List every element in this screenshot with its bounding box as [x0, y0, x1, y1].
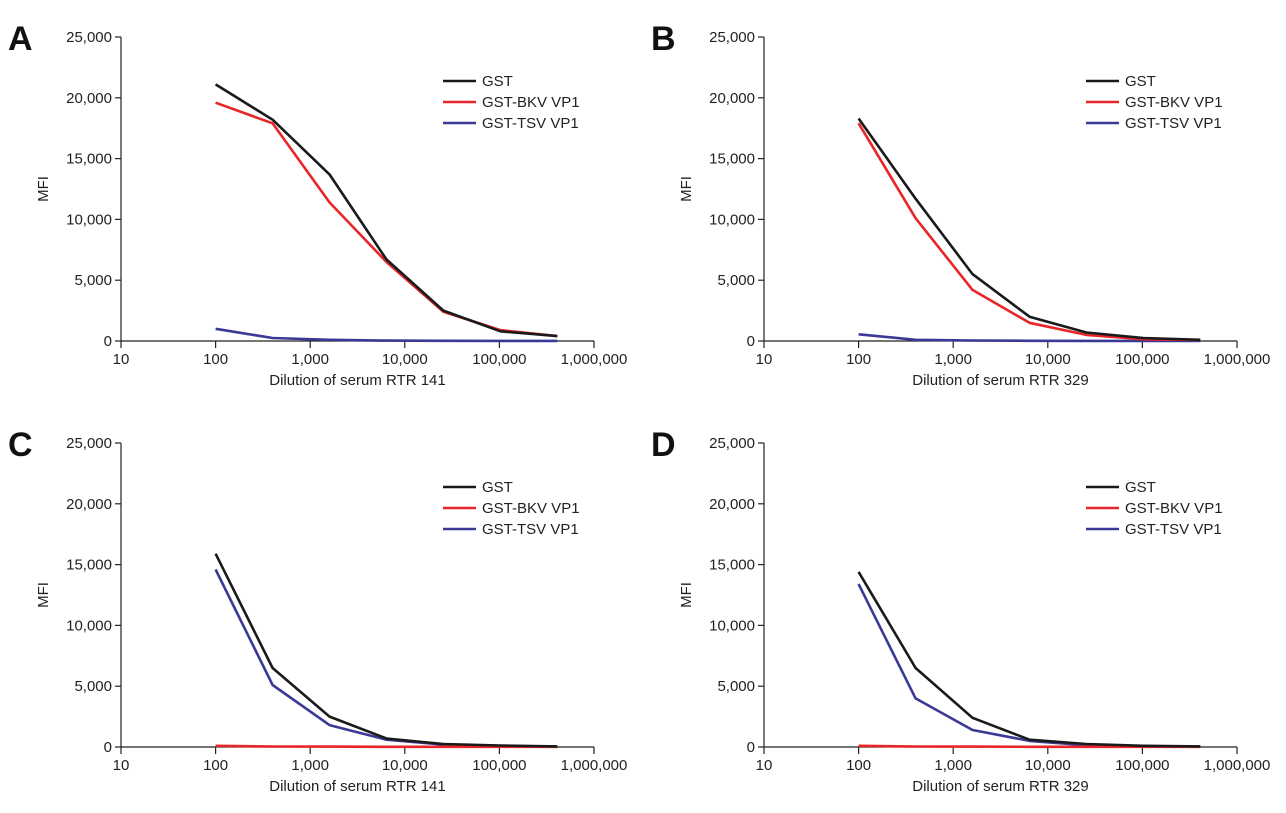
x-axis-title: Dilution of serum RTR 329: [912, 778, 1088, 795]
y-tick-label: 0: [104, 739, 112, 756]
legend-label: GST-TSV VP1: [1125, 115, 1222, 132]
y-tick-label: 20,000: [709, 90, 755, 107]
series-line: [215, 101, 558, 338]
y-axis-title: MFI: [678, 176, 695, 202]
y-tick-label: 10,000: [66, 211, 112, 228]
x-axis-title: Dilution of serum RTR 329: [912, 372, 1088, 389]
y-tick-label: 15,000: [66, 557, 112, 574]
chart-panel-d: D 0 5,000 10,000 15,000 20,000 25,000 10 100 1,00…: [643, 406, 1286, 812]
legend-label: GST-TSV VP1: [482, 115, 579, 132]
x-tick-label: 10,000: [382, 351, 428, 368]
series-line: [214, 83, 558, 338]
y-tick-label: 5,000: [717, 272, 755, 289]
x-tick-label: 100: [846, 351, 871, 368]
y-axis-title: MFI: [35, 582, 52, 608]
legend-label: GST: [1125, 479, 1156, 496]
series-line: [857, 583, 1201, 748]
x-tick-label: 10,000: [1025, 351, 1071, 368]
chart-svg: D 0 5,000 10,000 15,000 20,000 25,000 10 100 1,00…: [651, 426, 1271, 795]
x-tick-label: 1,000,000: [1204, 351, 1271, 368]
x-tick-label: 1,000,000: [561, 351, 628, 368]
x-tick-label: 100,000: [472, 757, 526, 774]
x-tick-label: 100: [203, 757, 228, 774]
panel-letter: C: [8, 426, 33, 464]
x-tick-label: 100: [203, 351, 228, 368]
y-axis-title: MFI: [35, 176, 52, 202]
x-tick-label: 1,000: [934, 757, 972, 774]
series-line: [857, 571, 1201, 748]
x-tick-label: 1,000,000: [561, 757, 628, 774]
y-tick-label: 0: [104, 333, 112, 350]
y-tick-label: 20,000: [66, 90, 112, 107]
x-tick-label: 100: [846, 757, 871, 774]
series-line: [214, 553, 558, 748]
x-tick-label: 100,000: [1115, 757, 1169, 774]
panel-letter: D: [651, 426, 676, 464]
chart-svg: A 0 5,000 10,000 15,000 20,000 25,000 10 100 1,00…: [8, 20, 628, 389]
y-tick-label: 25,000: [66, 435, 112, 452]
y-tick-label: 15,000: [709, 557, 755, 574]
legend-label: GST: [482, 479, 513, 496]
y-tick-label: 20,000: [66, 496, 112, 513]
x-tick-label: 100,000: [1115, 351, 1169, 368]
x-tick-label: 1,000: [934, 351, 972, 368]
x-tick-label: 100,000: [472, 351, 526, 368]
legend-label: GST-TSV VP1: [482, 521, 579, 538]
x-axis-title: Dilution of serum RTR 141: [269, 372, 445, 389]
chart-svg: C 0 5,000 10,000 15,000 20,000 25,000 10 100 1,00…: [8, 426, 628, 795]
chart-panel-a: A 0 5,000 10,000 15,000 20,000 25,000 10 100 1,00…: [0, 0, 643, 406]
panel-letter: B: [651, 20, 676, 58]
y-tick-label: 5,000: [74, 678, 112, 695]
series-line: [215, 327, 558, 343]
y-tick-label: 0: [747, 333, 755, 350]
legend-label: GST-BKV VP1: [1125, 500, 1223, 517]
x-tick-label: 1,000: [291, 351, 329, 368]
x-axis-title: Dilution of serum RTR 141: [269, 778, 445, 795]
series-line: [857, 122, 1201, 342]
panel-letter: A: [8, 20, 33, 58]
x-tick-label: 10: [113, 351, 130, 368]
y-tick-label: 0: [747, 739, 755, 756]
y-axis-title: MFI: [678, 582, 695, 608]
y-tick-label: 15,000: [66, 151, 112, 168]
legend-label: GST: [1125, 73, 1156, 90]
y-tick-label: 5,000: [717, 678, 755, 695]
y-tick-label: 20,000: [709, 496, 755, 513]
y-tick-label: 25,000: [709, 435, 755, 452]
x-tick-label: 10: [113, 757, 130, 774]
legend-label: GST-BKV VP1: [1125, 94, 1223, 111]
legend-label: GST-TSV VP1: [1125, 521, 1222, 538]
legend-label: GST-BKV VP1: [482, 94, 580, 111]
series-line: [858, 333, 1201, 343]
x-tick-label: 10: [756, 757, 773, 774]
y-tick-label: 15,000: [709, 151, 755, 168]
legend-label: GST-BKV VP1: [482, 500, 580, 517]
chart-svg: B 0 5,000 10,000 15,000 20,000 25,000 10 100 1,00…: [651, 20, 1271, 389]
x-tick-label: 1,000: [291, 757, 329, 774]
x-tick-label: 10,000: [382, 757, 428, 774]
y-tick-label: 25,000: [66, 29, 112, 46]
x-tick-label: 10,000: [1025, 757, 1071, 774]
y-tick-label: 25,000: [709, 29, 755, 46]
series-line: [857, 117, 1201, 342]
y-tick-label: 5,000: [74, 272, 112, 289]
chart-panel-b: B 0 5,000 10,000 15,000 20,000 25,000 10 100 1,00…: [643, 0, 1286, 406]
x-tick-label: 1,000,000: [1204, 757, 1271, 774]
y-tick-label: 10,000: [709, 211, 755, 228]
x-tick-label: 10: [756, 351, 773, 368]
legend-label: GST: [482, 73, 513, 90]
y-tick-label: 10,000: [66, 617, 112, 634]
chart-panel-c: C 0 5,000 10,000 15,000 20,000 25,000 10 100 1,00…: [0, 406, 643, 812]
y-tick-label: 10,000: [709, 617, 755, 634]
